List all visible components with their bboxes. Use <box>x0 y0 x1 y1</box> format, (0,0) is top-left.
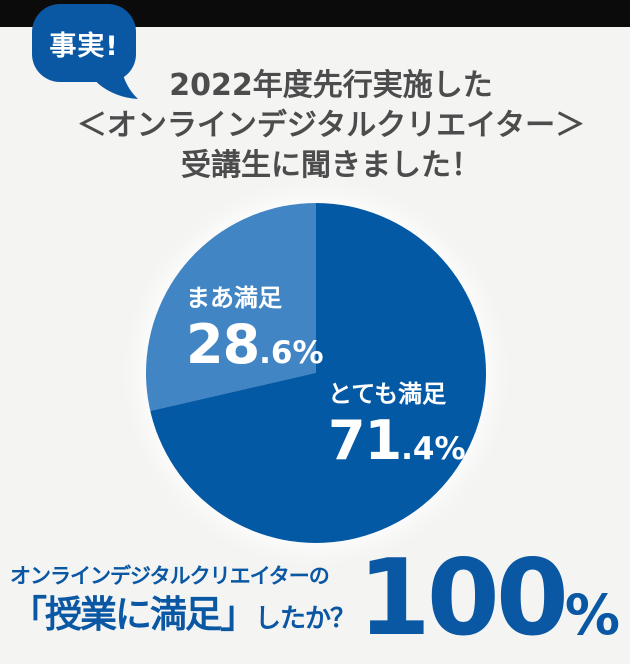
slice-name: まあ満足 <box>186 284 282 312</box>
pie-chart: まあ満足 28.6% とても満足 71.4% <box>146 203 486 543</box>
speech-bubble-tail <box>88 54 138 99</box>
pie-slice-label-very-satisfied: とても満足 71.4% <box>328 381 466 471</box>
heading-line-2: ＜オンラインデジタルクリエイター＞ <box>76 108 586 143</box>
stat-unit: % <box>564 583 620 647</box>
pie-slice-label-somewhat-satisfied: まあ満足 28.6% <box>186 285 324 375</box>
slice-name: とても満足 <box>328 380 447 408</box>
survey-heading: 2022年度先行実施した ＜オンラインデジタルクリエイター＞ 受講生に聞きました… <box>0 66 630 186</box>
heading-line-3: 受講生に聞きました！ <box>181 148 481 183</box>
stat-value: 100 <box>357 537 569 659</box>
fact-badge-label: 事実! <box>49 30 119 62</box>
footer-question-strong: 「授業に満足」 <box>10 593 257 636</box>
footer-question-line1: オンラインデジタルクリエイターの <box>10 564 330 588</box>
slice-value-big: 71 <box>328 409 402 473</box>
slice-value-small: .6% <box>259 335 324 372</box>
footer-question: オンラインデジタルクリエイターの 「授業に満足」したか？ <box>10 561 356 641</box>
fact-badge: 事実! <box>26 0 144 102</box>
slice-value-small: .4% <box>401 431 466 468</box>
slice-value-big: 28 <box>186 313 260 377</box>
footer-stat: 100% <box>358 546 620 651</box>
speech-bubble-icon <box>32 4 138 99</box>
footer-question-rest: したか？ <box>255 604 356 634</box>
footer-question-line2: 「授業に満足」したか？ <box>10 593 356 641</box>
heading-line-1: 2022年度先行実施した <box>169 68 493 103</box>
